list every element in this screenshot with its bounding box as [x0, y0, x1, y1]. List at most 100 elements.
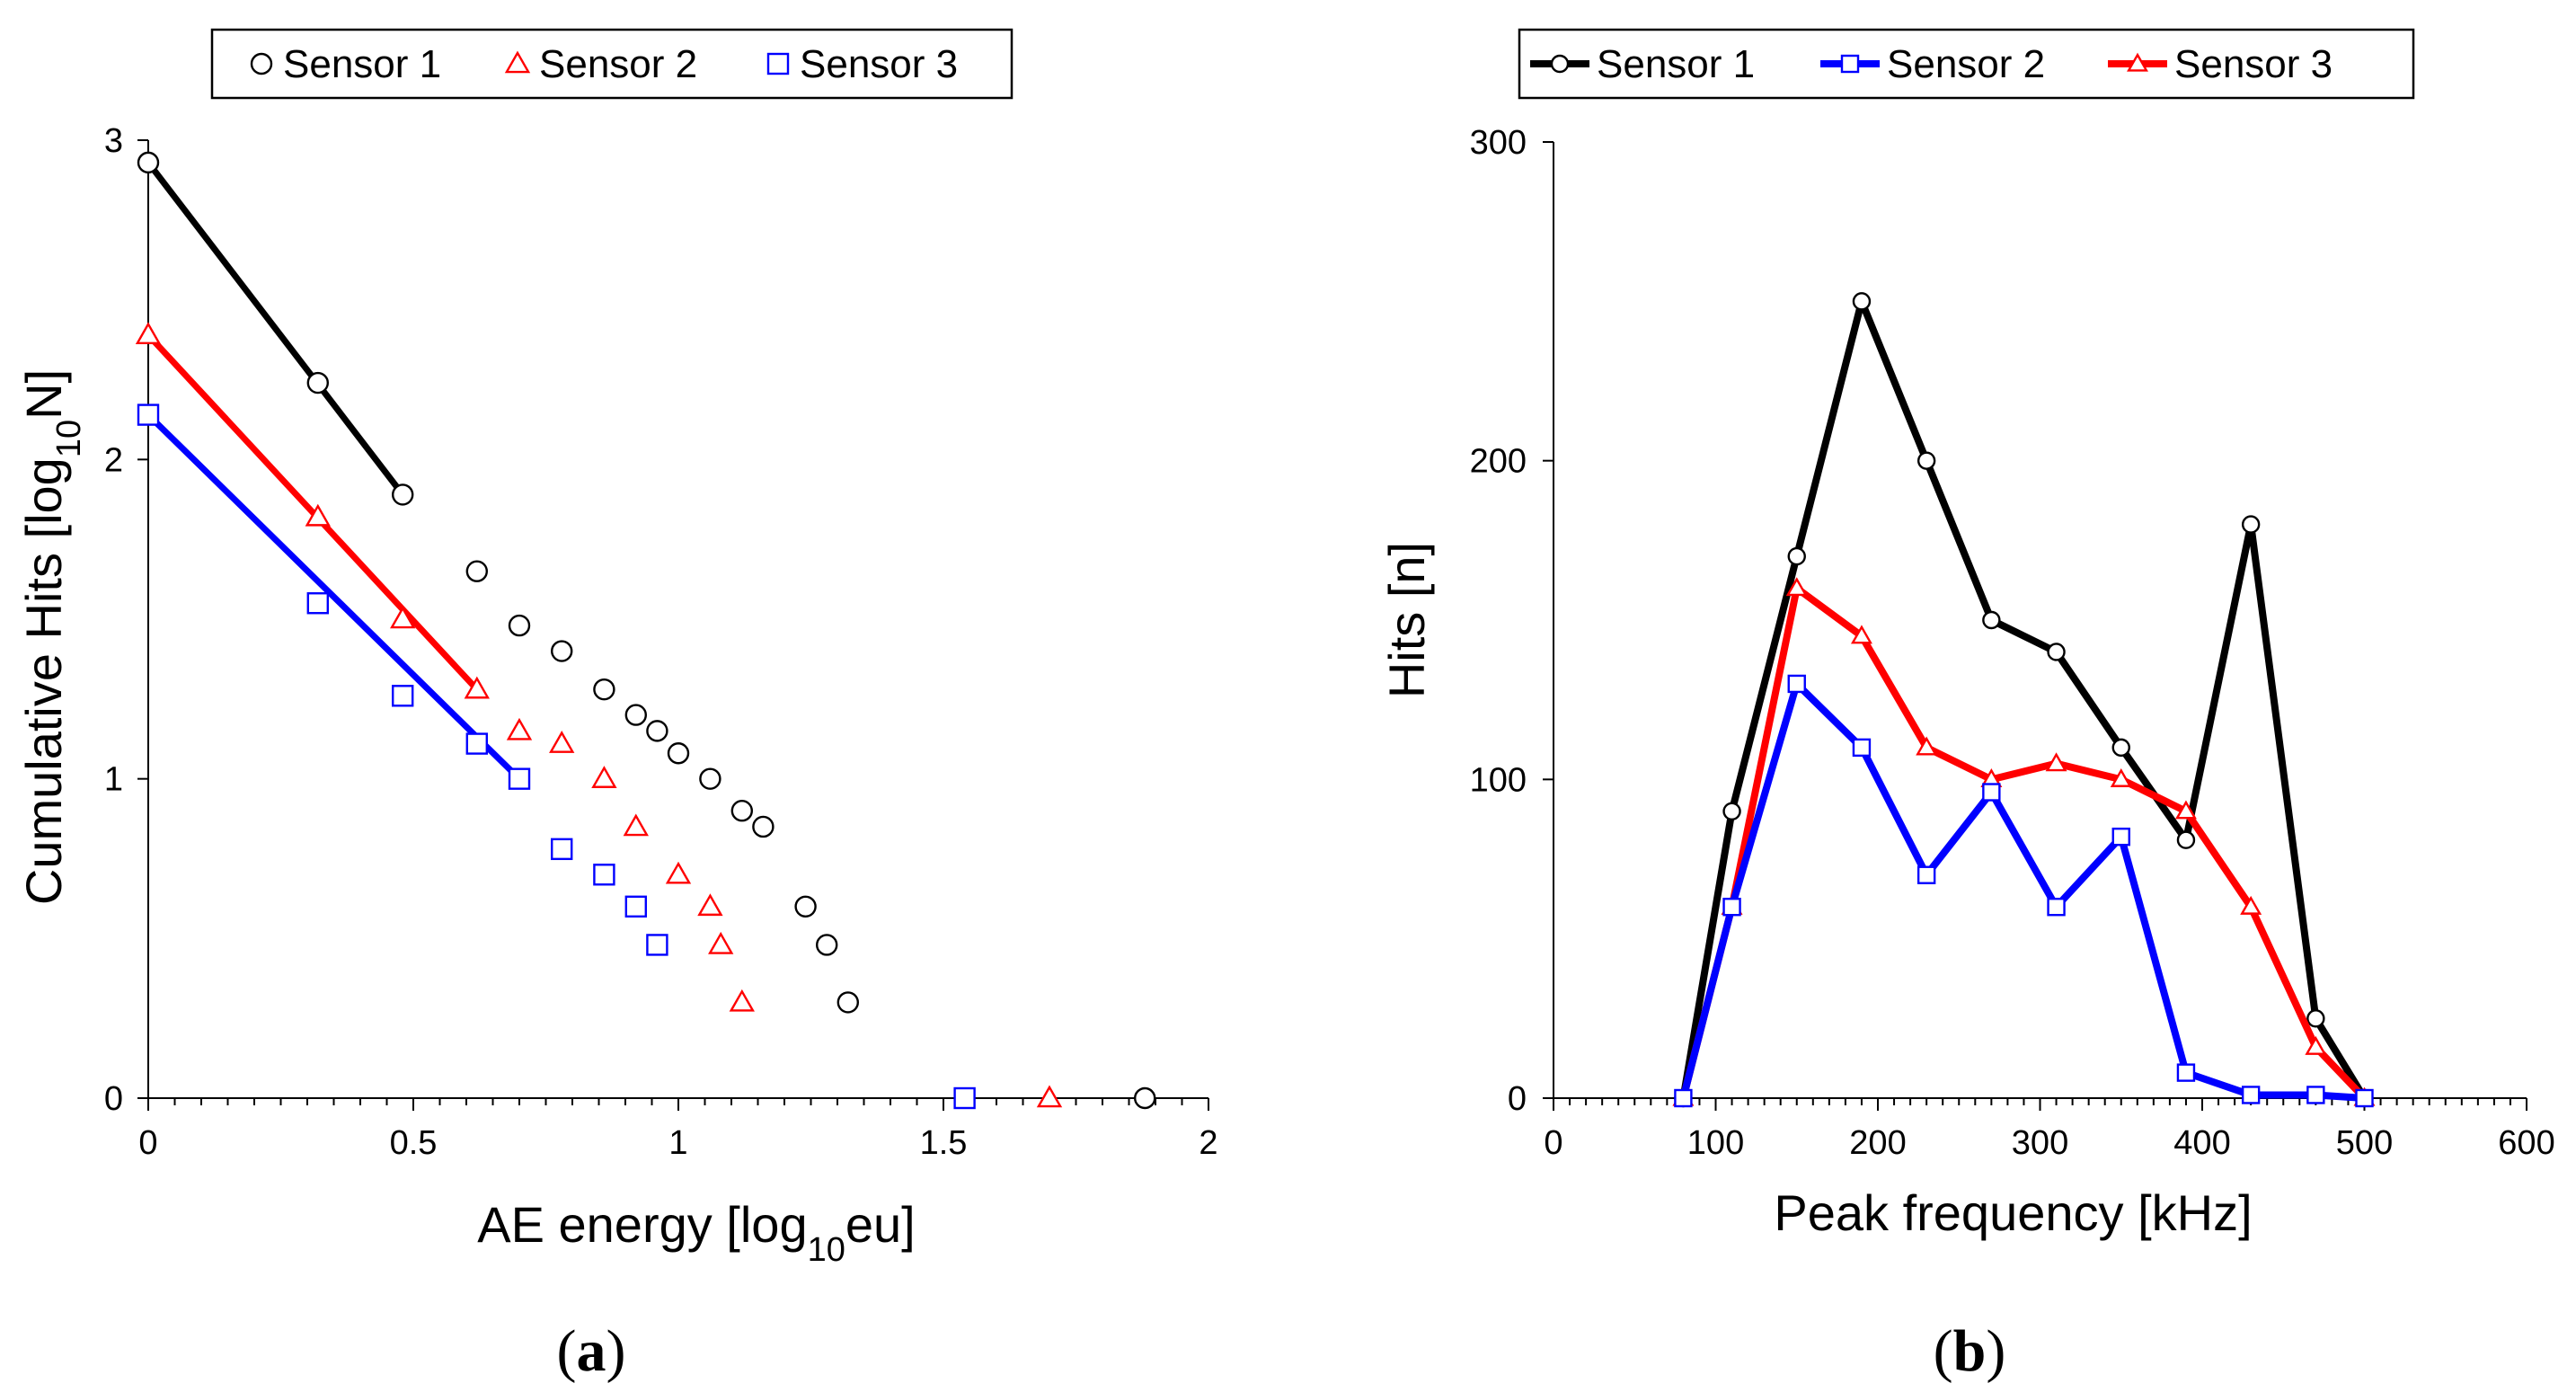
x-tick-label: 400	[2173, 1124, 2230, 1162]
data-point	[1133, 1086, 1156, 1110]
data-point	[646, 720, 668, 742]
data-point	[1722, 802, 1741, 820]
data-point	[508, 767, 531, 790]
y-axis-title: Cumulative Hits [log10N]	[15, 369, 88, 905]
data-point	[646, 934, 668, 956]
legend-marker	[2127, 52, 2148, 72]
data-point	[390, 606, 416, 629]
legend-marker	[1840, 54, 1860, 74]
legend-marker	[766, 52, 790, 75]
y-tick-label: 3	[104, 122, 123, 160]
data-point	[837, 991, 859, 1014]
panel-caption: (b)	[1934, 1318, 2006, 1384]
y-tick-label: 300	[1470, 124, 1527, 162]
data-point	[1850, 625, 1872, 644]
data-point	[591, 766, 617, 788]
data-point	[2111, 738, 2130, 758]
data-point	[1785, 577, 1808, 597]
y-tick-label: 200	[1470, 443, 1527, 481]
data-point	[465, 732, 488, 755]
data-point	[2111, 827, 2130, 847]
legend-label: Sensor 3	[2174, 42, 2333, 86]
data-point	[1852, 738, 1872, 758]
y-tick-label: 0	[1508, 1080, 1527, 1118]
panel-caption: (a)	[557, 1318, 626, 1384]
x-tick-label: 1	[668, 1124, 687, 1162]
y-tick-label: 2	[104, 441, 123, 479]
legend-box	[1518, 28, 2415, 100]
data-point	[1787, 674, 1806, 694]
chart-a: 0 0.5 1 1.5 2 0 1 2 3 AE energy [log10eu] Cumulati…	[15, 28, 1218, 1384]
fit-line-sensor-2	[146, 332, 480, 692]
series-line-sensor-2	[1679, 679, 2365, 1102]
data-point	[624, 895, 647, 918]
data-point	[1674, 1088, 1693, 1108]
x-tick-label: 0.5	[390, 1124, 438, 1162]
series-line-sensor-1	[1679, 297, 2368, 1101]
legend-box	[210, 28, 1014, 100]
data-point	[306, 371, 329, 395]
data-point	[2306, 1086, 2325, 1104]
data-point	[2355, 1088, 2374, 1108]
data-point	[752, 815, 775, 838]
x-tick-label: 0	[138, 1124, 157, 1162]
data-point	[699, 767, 721, 790]
data-point	[392, 685, 414, 707]
x-tick-label: 200	[1849, 1124, 1906, 1162]
fit-line-sensor-3	[146, 412, 522, 782]
data-point	[2241, 515, 2261, 534]
legend-label: Sensor 3	[800, 42, 958, 86]
data-point	[392, 483, 414, 506]
data-point	[730, 800, 753, 822]
x-tick-label: 300	[2012, 1124, 2068, 1162]
data-point	[593, 678, 615, 701]
y-tick-label: 1	[104, 761, 123, 799]
data-point	[1917, 865, 1936, 884]
data-point	[667, 742, 690, 765]
data-point	[2110, 768, 2132, 787]
data-point	[2045, 752, 2067, 772]
data-point	[2176, 830, 2196, 849]
data-point	[506, 717, 533, 740]
data-point	[137, 403, 160, 426]
chart-b: 0 100 200 300 400 500 600 0 100 200 300 Peak freque…	[1378, 28, 2555, 1384]
x-tick-label: 100	[1687, 1124, 1744, 1162]
data-point	[306, 592, 329, 615]
data-point	[135, 322, 162, 345]
x-tick-label: 2	[1199, 1124, 1217, 1162]
fit-line-sensor-1	[146, 160, 405, 497]
data-point	[2241, 1086, 2261, 1104]
data-point	[464, 676, 490, 699]
y-tick-label: 0	[104, 1080, 123, 1118]
data-point	[794, 895, 817, 918]
data-point	[623, 813, 649, 837]
x-axis-title: Peak frequency [kHz]	[1774, 1184, 2252, 1241]
data-point	[2240, 895, 2262, 915]
data-point	[1036, 1085, 1063, 1108]
data-point	[549, 731, 575, 753]
data-point	[1722, 898, 1741, 917]
x-tick-label: 600	[2498, 1124, 2554, 1162]
data-point	[816, 934, 838, 956]
x-tick-label: 500	[2336, 1124, 2393, 1162]
data-point	[2174, 800, 2197, 820]
data-point	[593, 864, 615, 886]
x-tick-label: 0	[1544, 1124, 1562, 1162]
data-point	[2306, 1009, 2325, 1028]
data-point	[624, 704, 647, 726]
data-point	[953, 1086, 976, 1110]
data-point	[1916, 736, 1938, 756]
y-axis-title: Hits [n]	[1378, 542, 1435, 698]
data-point	[2047, 898, 2066, 917]
data-point	[1787, 546, 1806, 566]
data-point	[551, 838, 573, 861]
data-point	[708, 931, 734, 954]
y-tick-label: 100	[1470, 761, 1527, 799]
data-point	[305, 503, 331, 527]
data-point	[465, 560, 488, 582]
data-point	[2176, 1063, 2196, 1082]
data-point	[551, 640, 573, 662]
data-point	[137, 151, 160, 174]
series-line-sensor-3	[1679, 584, 2368, 1101]
data-point	[2305, 1035, 2327, 1055]
